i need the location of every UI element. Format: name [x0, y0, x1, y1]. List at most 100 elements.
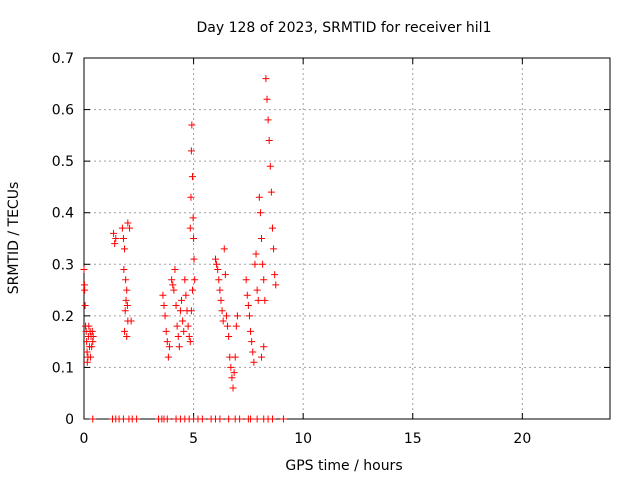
x-tick-label: 15 — [404, 431, 422, 447]
data-point — [83, 338, 91, 346]
data-point — [268, 415, 276, 423]
data-point — [263, 95, 271, 103]
data-point — [260, 343, 268, 351]
data-point — [169, 281, 177, 289]
data-point — [186, 338, 194, 346]
data-point — [218, 307, 226, 315]
x-tick-label: 20 — [513, 431, 531, 447]
data-point — [216, 415, 224, 423]
data-point — [217, 296, 225, 304]
data-point — [243, 291, 251, 299]
data-point — [123, 286, 131, 294]
chart-title: Day 128 of 2023, SRMTID for receiver hil… — [197, 20, 492, 36]
data-point — [255, 193, 263, 201]
data-point — [178, 296, 186, 304]
data-point — [242, 276, 250, 284]
data-point — [110, 229, 118, 237]
data-point — [162, 327, 170, 335]
axis-ticks — [83, 57, 610, 420]
data-point — [259, 260, 267, 268]
data-point — [122, 276, 130, 284]
data-point — [186, 224, 194, 232]
data-point — [81, 302, 89, 310]
data-point — [175, 343, 183, 351]
data-point — [163, 415, 171, 423]
data-point — [159, 291, 167, 299]
data-point — [181, 276, 189, 284]
data-point — [264, 116, 272, 124]
data-point — [198, 415, 206, 423]
data-point — [247, 327, 255, 335]
data-point — [180, 327, 188, 335]
data-point — [253, 415, 261, 423]
data-point — [187, 307, 195, 315]
data-point — [222, 312, 230, 320]
x-tick-labels: 0 5 10 15 20 — [80, 431, 532, 447]
data-point — [174, 332, 182, 340]
data-point — [176, 307, 184, 315]
data-point — [133, 415, 141, 423]
plot-frame — [83, 57, 611, 420]
data-point — [171, 265, 179, 273]
data-point — [272, 281, 280, 289]
data-point — [170, 286, 178, 294]
data-point — [187, 193, 195, 201]
data-point — [88, 327, 96, 335]
data-point — [161, 312, 169, 320]
y-tick-label: 0.1 — [52, 360, 74, 376]
y-tick-label: 0.2 — [52, 309, 74, 325]
data-point — [229, 384, 237, 392]
data-point — [120, 265, 128, 273]
y-axis-label: SRMTID / TECUs — [6, 182, 22, 295]
data-point — [220, 245, 228, 253]
data-point — [253, 286, 261, 294]
data-point — [254, 296, 262, 304]
y-tick-labels: 0 0.1 0.2 0.3 0.4 0.5 0.6 0.7 — [52, 51, 74, 428]
data-point — [124, 219, 132, 227]
data-point — [236, 415, 244, 423]
data-point — [216, 286, 224, 294]
data-point — [270, 245, 278, 253]
data-point — [185, 332, 193, 340]
data-point — [83, 358, 91, 366]
data-point — [221, 271, 229, 279]
data-point — [230, 369, 238, 377]
data-point — [258, 235, 266, 242]
y-tick-label: 0.7 — [52, 51, 74, 67]
data-point — [265, 137, 273, 145]
data-point — [160, 302, 168, 310]
data-point — [266, 162, 274, 170]
data-point — [168, 276, 176, 284]
data-point — [88, 343, 96, 351]
data-point — [224, 322, 232, 330]
data-point — [121, 307, 129, 315]
y-tick-label: 0 — [65, 412, 74, 428]
data-point — [123, 332, 131, 340]
data-point — [233, 312, 241, 320]
data-point — [245, 312, 253, 320]
data-point — [215, 276, 223, 284]
data-point — [227, 363, 235, 371]
data-point — [163, 338, 171, 346]
data-point — [250, 358, 258, 366]
data-point — [80, 265, 88, 273]
data-point — [262, 75, 270, 83]
x-tick-label: 0 — [80, 431, 89, 447]
data-point — [188, 121, 196, 129]
data-point — [111, 240, 119, 248]
x-tick-label: 10 — [294, 431, 312, 447]
data-point — [188, 286, 196, 294]
data-point — [172, 302, 180, 310]
data-point — [179, 317, 187, 325]
data-point — [83, 348, 91, 356]
data-point — [89, 415, 97, 423]
data-point — [191, 276, 199, 284]
data-point — [112, 235, 120, 242]
data-point — [249, 348, 257, 356]
y-tick-label: 0.5 — [52, 154, 74, 170]
data-point — [189, 214, 197, 222]
data-point — [267, 188, 275, 196]
data-point — [279, 415, 287, 423]
data-point — [212, 255, 219, 263]
y-tick-label: 0.6 — [52, 103, 74, 119]
